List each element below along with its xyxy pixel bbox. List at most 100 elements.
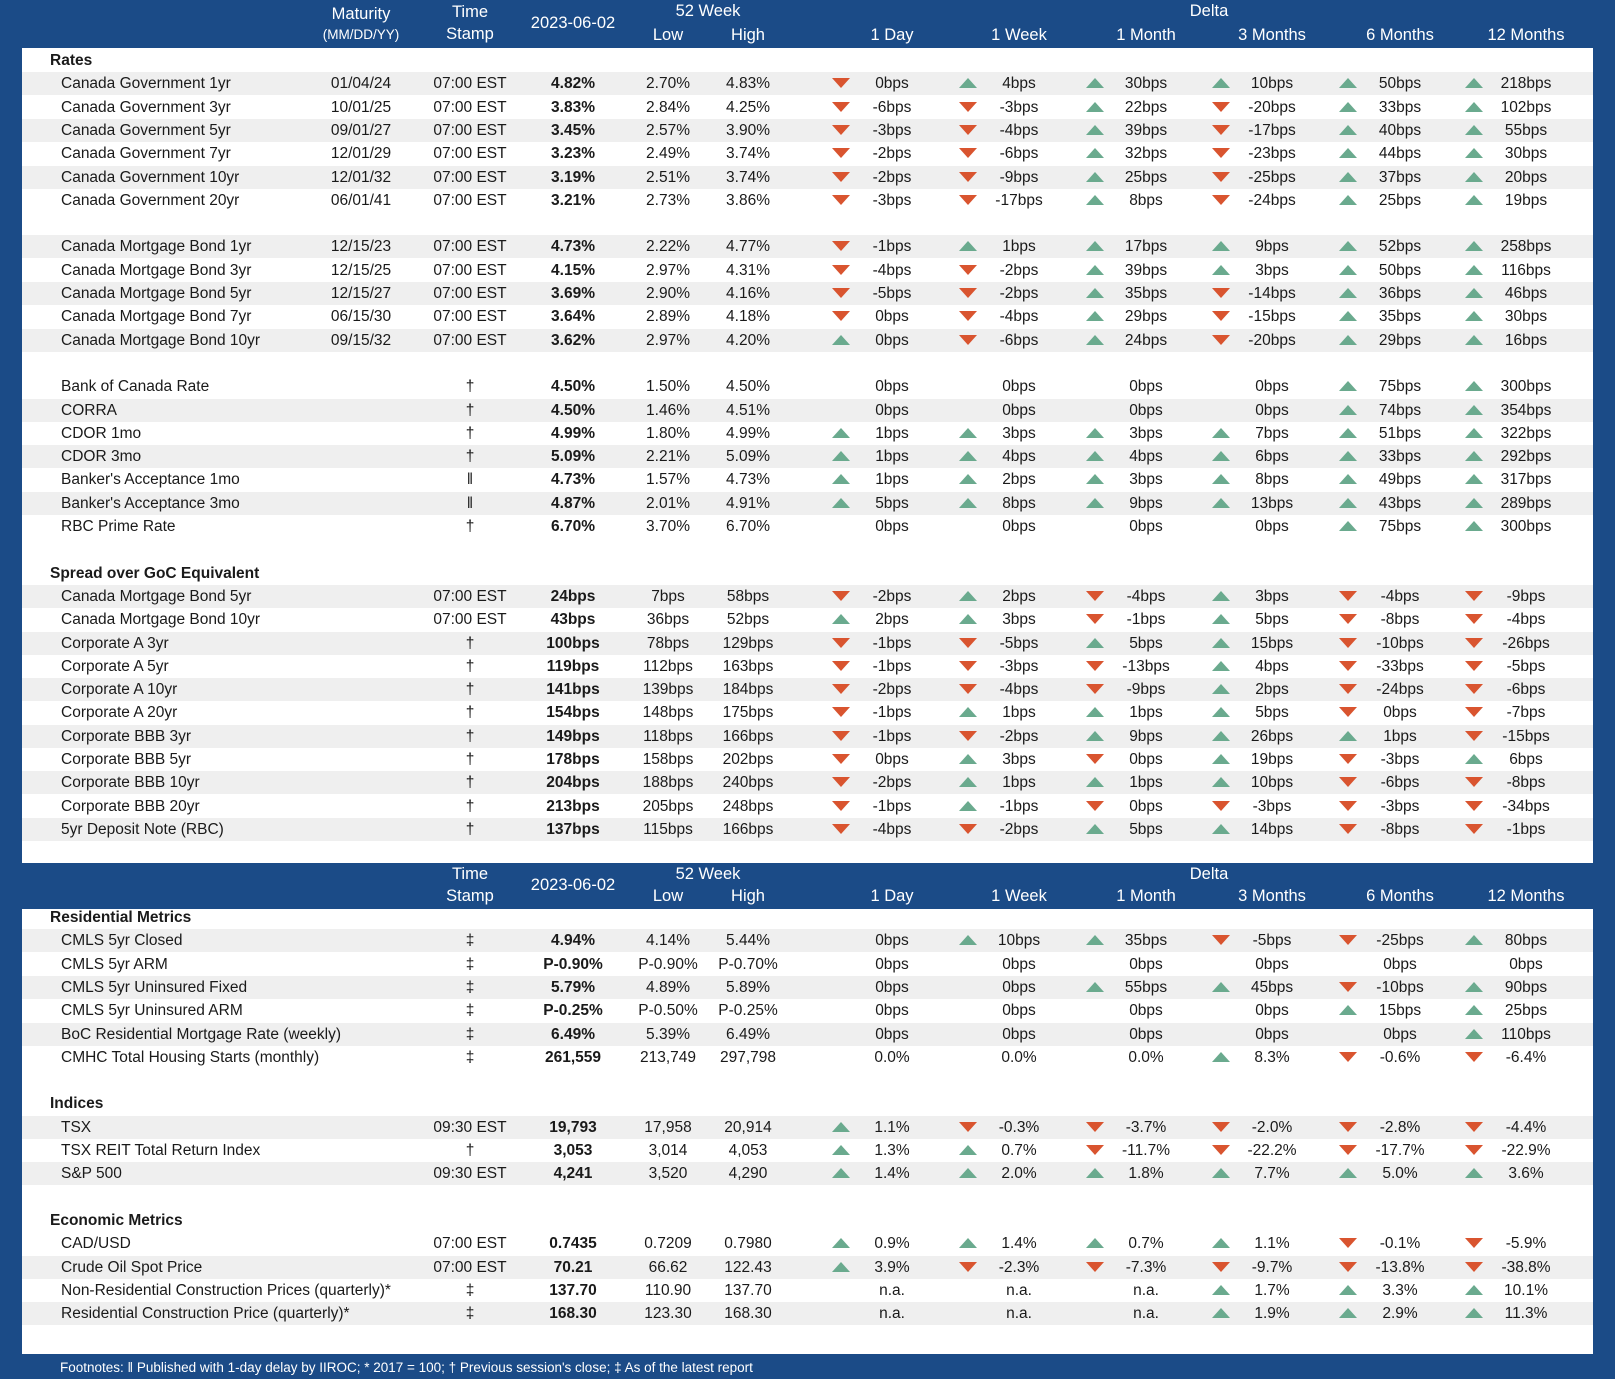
- up-triangle-icon: [1212, 660, 1230, 671]
- row-label: Corporate A 3yr: [61, 634, 169, 652]
- delta-value: -0.1%: [1379, 1235, 1421, 1253]
- time-stamp: †: [465, 727, 475, 745]
- low-52-week: 213,749: [639, 1048, 697, 1066]
- delta-value: 55bps: [1504, 121, 1548, 139]
- time-stamp: †: [465, 518, 475, 535]
- row-label: CMLS 5yr Closed: [61, 932, 183, 950]
- down-triangle-icon: [832, 777, 850, 788]
- rates-table: Rates Canada Government 1yr 01/04/24 07:00 …: [22, 48, 1593, 863]
- low-52-week: 123.30: [644, 1305, 692, 1323]
- delta-value: 0bps: [1255, 1025, 1289, 1043]
- delta-value: 292bps: [1500, 448, 1552, 466]
- time-stamp: †: [465, 751, 475, 768]
- up-triangle-icon: [1339, 334, 1357, 345]
- low-52-week: 5.39%: [646, 1025, 690, 1043]
- time-header: Time: [451, 3, 489, 21]
- delta-value: 2.9%: [1382, 1305, 1418, 1323]
- row-label: Corporate BBB 10yr: [61, 774, 200, 792]
- up-triangle-icon: [1465, 754, 1483, 764]
- row-label: TSX REIT Total Return Index: [61, 1142, 261, 1159]
- row-label: Canada Government 10yr: [61, 168, 240, 186]
- time-stamp: 07:00 EST: [433, 587, 507, 605]
- delta-value: -6.4%: [1505, 1048, 1547, 1066]
- delta-value: -0.6%: [1379, 1048, 1421, 1066]
- time-stamp: 07:00 EST: [433, 145, 507, 163]
- delta-value: 0.0%: [874, 1048, 910, 1066]
- up-triangle-icon: [1212, 451, 1230, 462]
- up-triangle-icon: [832, 497, 850, 508]
- delta-value: -20bps: [1248, 331, 1296, 349]
- down-triangle-icon: [832, 171, 850, 182]
- time-stamp: 07:00 EST: [433, 611, 507, 629]
- delta-value: -1bps: [872, 238, 912, 256]
- delta-value: -2.0%: [1251, 1118, 1293, 1136]
- down-triangle-icon: [959, 288, 977, 298]
- delta-value: 258bps: [1500, 238, 1552, 256]
- down-triangle-icon: [959, 1261, 977, 1272]
- up-triangle-icon: [832, 474, 850, 485]
- down-triangle-icon: [1086, 590, 1104, 601]
- delta-value: -3bps: [999, 98, 1039, 116]
- up-triangle-icon: [1465, 1308, 1483, 1319]
- delta-value: 50bps: [1378, 261, 1422, 279]
- delta-value: -5.9%: [1505, 1235, 1547, 1253]
- high-52-week: 20,914: [724, 1118, 772, 1136]
- time-stamp: 07:00 EST: [433, 238, 507, 256]
- time-stamp: †: [465, 820, 475, 838]
- down-triangle-icon: [1212, 124, 1230, 135]
- up-triangle-icon: [1212, 637, 1230, 648]
- high-52-week: 163bps: [722, 657, 774, 675]
- down-triangle-icon: [1465, 800, 1483, 811]
- down-triangle-icon: [1339, 590, 1357, 601]
- delta-value: 25bps: [1378, 191, 1422, 209]
- up-triangle-icon: [1212, 241, 1230, 252]
- time-header: Time: [451, 865, 489, 883]
- down-triangle-icon: [959, 730, 977, 741]
- low-52-week: 2.49%: [646, 145, 690, 163]
- spacer-row: [22, 352, 1593, 375]
- delta-value: 2bps: [1255, 681, 1289, 699]
- up-triangle-icon: [832, 451, 850, 462]
- delta-value: -24bps: [1248, 191, 1296, 209]
- delta-value: n.a.: [1006, 1305, 1032, 1323]
- up-triangle-icon: [832, 1145, 850, 1155]
- delta-value: 8bps: [1002, 494, 1036, 512]
- delta-value: 0bps: [1383, 704, 1417, 722]
- delta-value: 29bps: [1124, 308, 1168, 326]
- delta-value: -7bps: [1506, 704, 1546, 722]
- delta-value: 40bps: [1378, 121, 1422, 139]
- delta-value: -1bps: [872, 797, 912, 815]
- delta-value: 5bps: [1129, 634, 1163, 652]
- delta-value: 0bps: [1129, 401, 1163, 419]
- down-triangle-icon: [1339, 1261, 1357, 1272]
- high-52-week: 4.91%: [726, 494, 770, 512]
- up-triangle-icon: [1212, 1308, 1230, 1319]
- high-52-week: 248bps: [722, 797, 774, 815]
- delta-value: 33bps: [1378, 98, 1422, 116]
- high-52-week: 4.99%: [726, 424, 770, 442]
- delta-value: 317bps: [1500, 471, 1552, 489]
- row-label: CAD/USD: [61, 1235, 131, 1253]
- row-label: Corporate BBB 5yr: [61, 751, 192, 768]
- delta-value: -22.9%: [1501, 1142, 1551, 1159]
- maturity-date: 09/15/32: [330, 331, 392, 349]
- delta-value: 0bps: [875, 518, 909, 535]
- metrics-table: Residential Metrics CMLS 5yr Closed ‡ 4.94%…: [22, 909, 1593, 1354]
- table-row: 5yr Deposit Note (RBC) † 137bps 115bps 166bp…: [22, 817, 1593, 841]
- delta-1month-header: 1 Month: [1116, 887, 1176, 905]
- delta-value: -4bps: [872, 261, 912, 279]
- up-triangle-icon: [1212, 730, 1230, 741]
- time-stamp: 09:30 EST: [433, 1165, 507, 1183]
- up-triangle-icon: [1339, 1168, 1357, 1179]
- delta-value: -8bps: [1380, 611, 1420, 629]
- table-row: Corporate A 5yr † 119bps 112bps 163bps -1bps -…: [22, 655, 1593, 678]
- delta-value: -4bps: [872, 820, 912, 838]
- delta-value: 322bps: [1500, 424, 1552, 442]
- delta-value: -1bps: [872, 634, 912, 652]
- up-triangle-icon: [1086, 1238, 1104, 1249]
- maturity-header: Maturity: [331, 5, 391, 23]
- current-value: 6.49%: [551, 1025, 595, 1043]
- current-value: 137bps: [546, 820, 600, 838]
- delta-value: -2bps: [999, 727, 1039, 745]
- delta-value: 0bps: [1002, 1002, 1036, 1020]
